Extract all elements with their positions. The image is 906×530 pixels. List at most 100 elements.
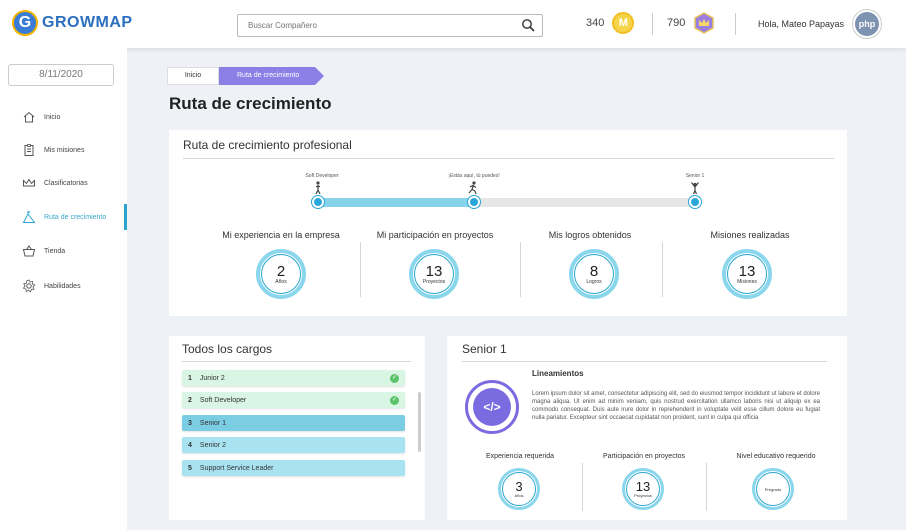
track-current-label: ¡Estás aquí, tú puedes! [448,173,500,179]
stat-ring: 13 Proyectos [409,249,459,299]
crown-icon [23,178,35,187]
scrollbar[interactable] [418,392,421,452]
position-detail-title: Senior 1 [462,342,507,356]
home-icon [23,111,35,123]
position-label: Senior 2 [199,441,226,449]
divider [662,242,663,297]
avatar[interactable]: php [853,10,881,38]
growth-path-title: Ruta de crecimiento profesional [183,138,352,152]
stat-value: 13 [425,262,443,280]
position-number: 4 [188,441,192,449]
position-number: 3 [188,419,192,427]
stat-ring: 13 Misiones [722,249,772,299]
coins-counter: 340 M [586,12,635,34]
stat-unit: Años [275,278,287,285]
sidebar-item-ruta-de-crecimiento[interactable]: Ruta de crecimiento [0,204,127,230]
track-current-marker[interactable] [468,196,480,208]
requirement-ring: 3 Años [498,468,540,510]
stat-value: 2 [276,262,286,280]
coin-icon: M [612,12,635,34]
sidebar-item-label: Tienda [44,247,66,255]
stat-unit: Proyectos [422,278,446,285]
requirement-label: Experiencia requerida [485,453,555,460]
page-title: Ruta de crecimiento [169,94,332,113]
track-start-marker[interactable] [312,196,324,208]
sidebar: 8/11/2020 Inicio Mis misiones Clasificat… [0,48,127,530]
list-item[interactable]: 2 Soft Developer ✓ [182,392,405,408]
gems-counter: 790 [667,12,715,34]
position-label: Soft Developer [199,396,247,404]
positions-title: Todos los cargos [182,342,273,356]
stat-label: Misiones realizadas [710,230,790,240]
requirement-unit: Pregrado [764,486,782,492]
breadcrumb: Inicio Ruta de crecimiento [167,67,324,85]
list-item[interactable]: 3 Senior 1 [182,415,405,431]
position-number: 1 [188,374,192,382]
stat-label: Mi experiencia en la empresa [222,230,340,240]
search-input[interactable] [238,15,508,36]
position-number: 2 [188,396,192,404]
stat-unit: Misiones [737,278,757,285]
app-logo[interactable]: G GROWMAP [12,10,133,36]
list-item[interactable]: 4 Senior 2 [182,437,405,453]
career-track [318,198,696,207]
coins-value: 340 [586,17,605,29]
divider [360,242,361,297]
stat-unit: Logros [586,278,602,285]
gems-value: 790 [667,17,686,29]
header-divider [735,13,736,35]
logo-mark-icon: G [12,10,38,36]
sidebar-item-mis-misiones[interactable]: Mis misiones [0,137,127,163]
person-celebrating-icon [691,182,699,195]
stat-ring: 8 Logros [569,249,619,299]
requirement-label: Participación en proyectos [602,453,686,460]
sidebar-item-clasificatorias[interactable]: Clasificatorias [0,170,127,196]
sidebar-item-label: Inicio [44,113,61,121]
breadcrumb-current: Ruta de crecimiento [219,67,324,85]
requirement-unit: Años [514,493,524,498]
person-standing-icon [315,181,321,195]
sidebar-item-label: Mis misiones [44,146,85,154]
divider [582,463,583,511]
header-divider [652,13,653,35]
career-track-progress [318,198,474,207]
position-label: Support Service Leader [199,464,274,472]
sidebar-item-label: Habilidades [44,282,81,290]
list-item[interactable]: 5 Support Service Leader [182,460,405,476]
requirement-ring: 13 Proyectos [622,468,664,510]
app-name: GROWMAP [42,14,133,31]
guidelines-title: Lineamientos [532,369,584,378]
person-running-icon [468,181,477,195]
requirement-value: 3 [515,479,523,494]
requirement-ring: Pregrado [752,468,794,510]
check-icon: ✓ [390,374,399,383]
search-box [237,14,543,37]
basket-icon [22,245,36,257]
stat-value: 13 [738,262,756,280]
stat-label: Mis logros obtenidos [548,230,632,240]
breadcrumb-inicio[interactable]: Inicio [167,67,219,85]
crown-badge-icon [694,12,715,34]
search-icon[interactable] [521,18,535,32]
sidebar-item-inicio[interactable]: Inicio [0,104,127,130]
date-display[interactable]: 8/11/2020 [8,64,114,86]
list-item[interactable]: 1 Junior 2 ✓ [182,370,405,386]
track-start-label: Soft Developer [305,173,339,179]
track-end-marker[interactable] [689,196,701,208]
position-label: Junior 2 [199,374,225,382]
position-label: Senior 1 [199,419,226,427]
requirement-value: 13 [635,479,651,494]
stat-ring: 2 Años [256,249,306,299]
sidebar-item-tienda[interactable]: Tienda [0,238,127,264]
divider [462,361,827,362]
gear-icon [22,279,36,293]
growth-icon [22,211,36,223]
requirement-unit: Proyectos [634,493,652,498]
sidebar-item-label: Ruta de crecimiento [44,213,107,221]
divider [182,361,411,362]
divider [183,158,834,159]
divider [520,242,521,297]
top-header: G GROWMAP 340 M 790 Hola, Mateo Papayas … [0,0,906,48]
sidebar-item-habilidades[interactable]: Habilidades [0,273,127,299]
code-icon: </> [473,388,511,426]
